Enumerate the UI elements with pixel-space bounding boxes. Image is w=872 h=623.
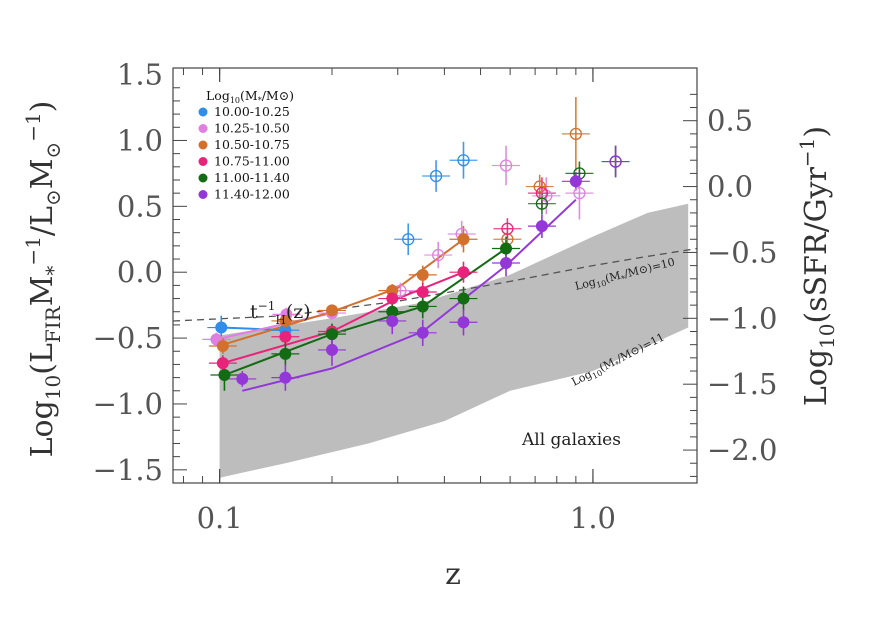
plot-frame [172, 67, 698, 484]
y-tick-label: 1.0 [117, 123, 163, 157]
y-tick-label: −1.0 [93, 387, 163, 421]
legend-marker [198, 124, 208, 133]
all-galaxies-band [219, 203, 689, 478]
data-point [457, 316, 470, 329]
data-point [279, 330, 292, 343]
right-y-axis-label: Log10(sSFR/Gyr−1) [795, 126, 839, 406]
data-point [216, 339, 229, 352]
y2-tick-label: −0.5 [707, 235, 777, 269]
data-point [279, 347, 292, 360]
x-tick-label: 1.0 [570, 501, 616, 535]
data-point [326, 328, 339, 341]
y-tick-label: −0.5 [93, 321, 163, 355]
y2-tick-label: 0.0 [707, 170, 753, 204]
legend-marker [198, 173, 208, 183]
y2-tick-label: −1.5 [707, 367, 777, 401]
legend-label: 10.75-11.00 [214, 154, 290, 169]
axis-ticks: 0.1 1.0 1.5 1.0 0.5 0.0 −0.5 −1.0 −1.5 0.5 0.0 −0.5… [93, 58, 778, 535]
legend-label: 11.40-12.00 [214, 187, 290, 202]
data-point [457, 266, 470, 279]
data-point [386, 292, 399, 305]
svg-text:Log10(LFIRM*−1/L⊙M⊙−1): Log10(LFIRM*−1/L⊙M⊙−1) [21, 101, 65, 458]
x-axis-label: z [445, 557, 461, 592]
data-point [569, 175, 582, 188]
y2-tick-label: −1.0 [707, 301, 777, 335]
data-point [279, 314, 292, 327]
y-tick-label: 0.0 [117, 255, 163, 289]
all-galaxies-label: All galaxies [521, 430, 621, 450]
svg-text:Log10(sSFR/Gyr−1): Log10(sSFR/Gyr−1) [795, 126, 839, 406]
legend-marker [198, 107, 208, 117]
data-point [416, 300, 429, 313]
legend-marker [198, 140, 208, 150]
data-point [326, 343, 339, 356]
data-point [500, 242, 513, 255]
y2-tick-label: −2.0 [707, 433, 777, 467]
left-y-axis-label: Log10(LFIRM*−1/L⊙M⊙−1) [21, 101, 65, 458]
data-point [279, 371, 292, 384]
data-point [216, 357, 229, 370]
data-points [210, 127, 622, 385]
legend-label: 10.50-10.75 [214, 137, 290, 152]
fit-line-10.50-10.75 [222, 238, 465, 346]
legend-label: 11.00-11.40 [214, 170, 290, 185]
y-tick-label: 0.5 [117, 189, 163, 223]
fit-line-10.75-11.00 [222, 271, 464, 365]
data-point [457, 233, 470, 246]
y2-tick-label: 0.5 [707, 104, 753, 138]
data-point [236, 372, 249, 385]
y-tick-label: 1.5 [117, 58, 163, 92]
data-point [535, 220, 548, 233]
data-point [386, 314, 399, 327]
legend-marker [198, 190, 208, 199]
data-point [326, 304, 339, 317]
data-point [416, 268, 429, 281]
legend-marker [198, 157, 208, 166]
legend-label: 10.25-10.50 [214, 121, 290, 136]
data-point [215, 321, 228, 334]
y-tick-label: −1.5 [93, 453, 163, 487]
legend-title: Log10(M*/M⊙) [206, 88, 294, 105]
legend-label: 10.00-10.25 [214, 104, 290, 119]
data-point [416, 285, 429, 298]
data-point [457, 292, 470, 305]
legend: Log10(M*/M⊙) 10.00-10.25 10.25-10.5010.50… [198, 88, 294, 202]
x-tick-label: 0.1 [197, 501, 243, 535]
data-point [218, 368, 231, 381]
data-point [416, 326, 429, 339]
data-point [500, 256, 513, 269]
hubble-time-label: t−1H(z) [250, 299, 311, 327]
